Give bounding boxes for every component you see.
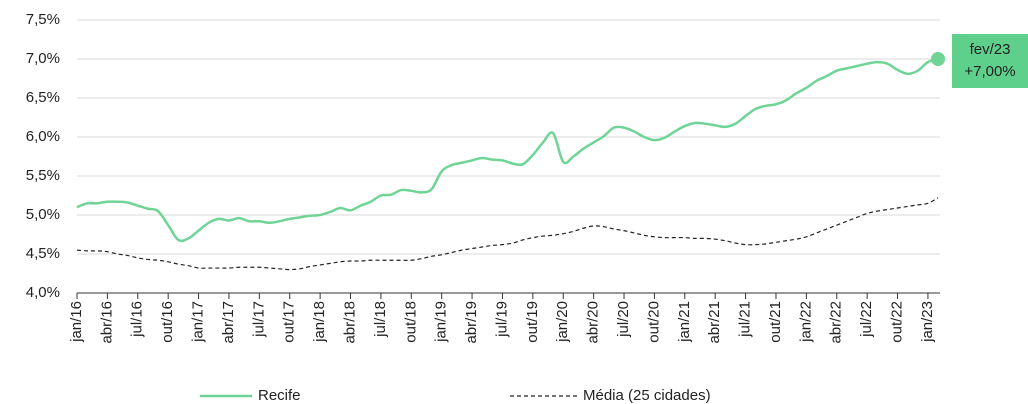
x-tick-label: jan/18 [311, 301, 328, 343]
x-tick-label: jul/20 [615, 301, 632, 338]
x-tick-label: jul/16 [129, 301, 146, 338]
x-tick-label: out/16 [159, 301, 176, 343]
x-tick-label: jul/21 [737, 301, 754, 338]
x-tick-label: abr/20 [585, 301, 602, 344]
x-tick-label: out/19 [524, 301, 541, 343]
y-tick-label: 4,5% [26, 245, 60, 262]
x-tick-label: abr/21 [706, 301, 723, 344]
end-point [931, 52, 946, 66]
x-tick-label: abr/17 [220, 301, 237, 344]
y-tick-label: 7,5% [26, 11, 60, 28]
x-tick-label: out/20 [645, 301, 662, 343]
annotation-label: fev/23 [970, 41, 1011, 58]
x-tick-label: abr/19 [463, 301, 480, 344]
x-tick-label: out/17 [281, 301, 298, 343]
x-tick-label: abr/16 [98, 301, 115, 344]
x-tick-label: jan/19 [433, 301, 450, 343]
annotation-value: +7,00% [964, 63, 1015, 80]
x-tick-label: abr/18 [341, 301, 358, 344]
x-tick-label: jan/16 [68, 301, 85, 343]
y-tick-label: 7,0% [26, 50, 60, 67]
x-tick-label: jul/19 [493, 301, 510, 338]
x-tick-label: jan/22 [797, 301, 814, 343]
x-tick-label: jan/23 [919, 301, 936, 343]
legend-label: Recife [258, 387, 301, 404]
x-tick-label: jul/18 [372, 301, 389, 338]
x-tick-label: jul/17 [250, 301, 267, 338]
x-tick-label: jan/20 [554, 301, 571, 343]
y-tick-label: 5,0% [26, 206, 60, 223]
series-line [76, 57, 939, 243]
x-tick-label: jul/22 [858, 301, 875, 338]
x-tick-label: out/18 [402, 301, 419, 343]
y-tick-label: 6,0% [26, 128, 60, 145]
x-tick-label: jan/21 [676, 301, 693, 343]
x-tick-label: jan/17 [190, 301, 207, 343]
y-tick-label: 5,5% [26, 167, 60, 184]
x-tick-label: out/21 [767, 301, 784, 343]
series-line [76, 197, 939, 271]
y-tick-label: 4,0% [26, 284, 60, 301]
annotation-box [952, 34, 1028, 88]
legend-label: Média (25 cidades) [583, 387, 711, 404]
x-tick-label: abr/22 [828, 301, 845, 344]
x-tick-label: out/22 [888, 301, 905, 343]
y-tick-label: 6,5% [26, 89, 60, 106]
